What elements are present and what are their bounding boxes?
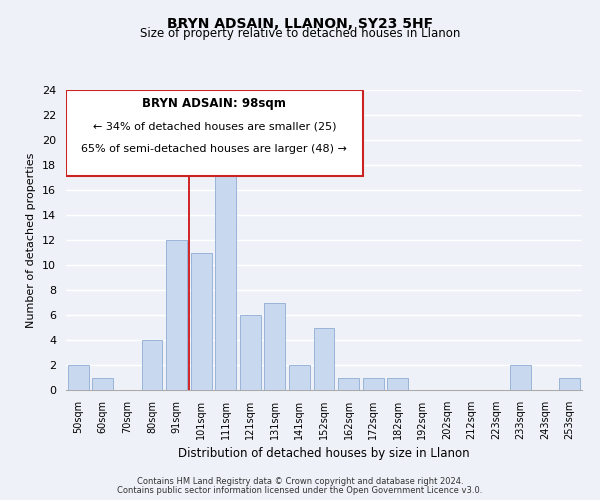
Bar xyxy=(215,152,236,390)
Bar xyxy=(92,378,113,390)
Text: Contains public sector information licensed under the Open Government Licence v3: Contains public sector information licen… xyxy=(118,486,482,495)
Bar xyxy=(510,365,531,390)
X-axis label: Distribution of detached houses by size in Llanon: Distribution of detached houses by size … xyxy=(178,448,470,460)
Text: BRYN ADSAIN: 98sqm: BRYN ADSAIN: 98sqm xyxy=(142,98,286,110)
Bar xyxy=(265,302,286,390)
Text: ← 34% of detached houses are smaller (25): ← 34% of detached houses are smaller (25… xyxy=(92,122,336,132)
FancyBboxPatch shape xyxy=(66,90,362,176)
Bar xyxy=(362,378,383,390)
Text: 65% of semi-detached houses are larger (48) →: 65% of semi-detached houses are larger (… xyxy=(82,144,347,154)
Y-axis label: Number of detached properties: Number of detached properties xyxy=(26,152,37,328)
Bar xyxy=(68,365,89,390)
Text: Contains HM Land Registry data © Crown copyright and database right 2024.: Contains HM Land Registry data © Crown c… xyxy=(137,478,463,486)
Bar xyxy=(559,378,580,390)
Bar xyxy=(240,315,261,390)
Bar xyxy=(191,252,212,390)
Bar xyxy=(142,340,163,390)
Bar xyxy=(338,378,359,390)
Bar xyxy=(387,378,408,390)
Bar xyxy=(166,240,187,390)
Bar xyxy=(314,328,334,390)
Text: BRYN ADSAIN, LLANON, SY23 5HF: BRYN ADSAIN, LLANON, SY23 5HF xyxy=(167,18,433,32)
Bar xyxy=(289,365,310,390)
Text: Size of property relative to detached houses in Llanon: Size of property relative to detached ho… xyxy=(140,28,460,40)
